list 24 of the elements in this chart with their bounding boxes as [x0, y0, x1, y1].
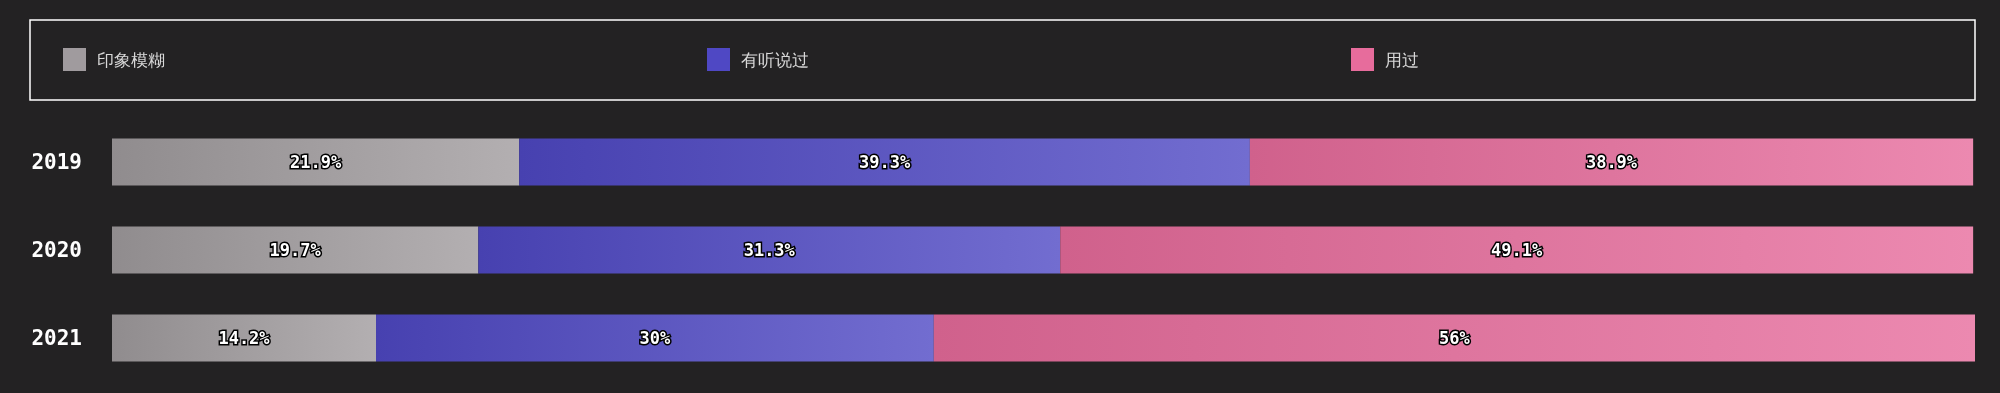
- bar: [1249, 138, 1974, 186]
- bar: [376, 314, 934, 362]
- data-label: 38.9%: [1585, 152, 1638, 172]
- data-label: 14.2%: [218, 328, 271, 348]
- data-label: 39.3%: [858, 152, 911, 172]
- legend-label: 用过: [1385, 49, 1419, 70]
- legend-label: 有听说过: [741, 49, 809, 70]
- data-label: 30%: [639, 328, 672, 348]
- bar: [112, 314, 377, 362]
- y-tick-label: 2020: [31, 238, 82, 262]
- bar: [112, 226, 479, 274]
- y-tick-label: 2019: [31, 150, 82, 174]
- bar: [519, 138, 1250, 186]
- bar: [933, 314, 1975, 362]
- legend-label: 印象模糊: [97, 49, 165, 70]
- data-label: 21.9%: [290, 152, 342, 172]
- data-label: 19.7%: [269, 240, 322, 260]
- bar: [112, 138, 520, 186]
- y-tick-label: 2021: [31, 326, 82, 350]
- data-label: 31.3%: [743, 240, 796, 260]
- data-label: 49.1%: [1491, 240, 1544, 260]
- bar: [1060, 226, 1974, 274]
- bar: [478, 226, 1061, 274]
- data-label: 56%: [1439, 328, 1471, 348]
